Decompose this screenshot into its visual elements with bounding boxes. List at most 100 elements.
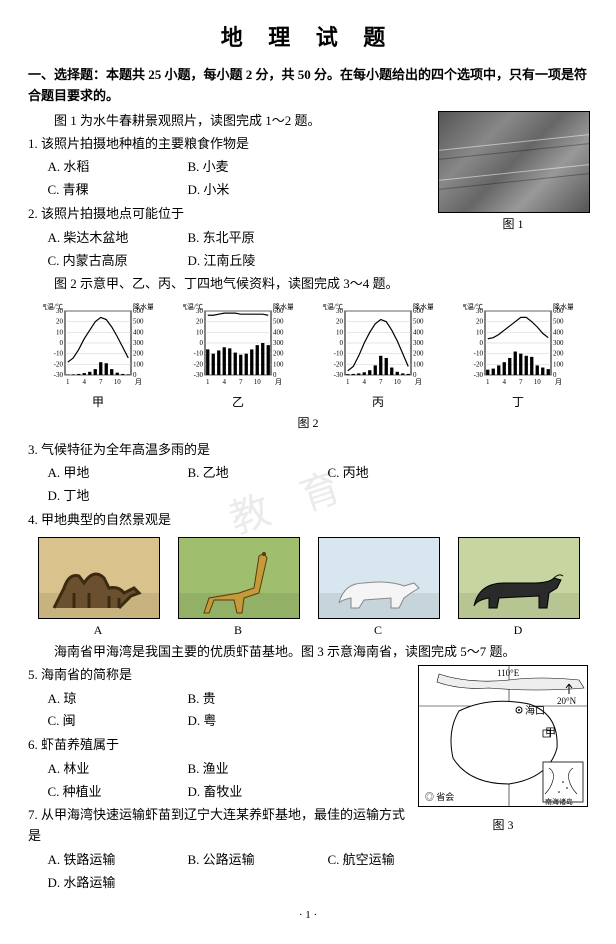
svg-text:10: 10 (114, 378, 122, 386)
climate-label: 乙 (179, 393, 297, 412)
climate-label: 丁 (459, 393, 577, 412)
figure-3-map: 20°N110°E海口甲◎ 省会南海诸岛 (418, 665, 588, 807)
q4-image-label: D (458, 621, 578, 640)
svg-text:100: 100 (133, 360, 144, 368)
figure-1-image (438, 111, 590, 213)
svg-text:-20: -20 (474, 360, 484, 368)
q1-options: A. 水稻 B. 小麦 C. 青稞 D. 小米 (48, 156, 431, 202)
svg-text:4: 4 (83, 378, 87, 386)
svg-text:-10: -10 (194, 350, 204, 358)
svg-text:-10: -10 (334, 350, 344, 358)
svg-text:4: 4 (503, 378, 507, 386)
svg-text:100: 100 (413, 360, 424, 368)
svg-text:10: 10 (254, 378, 262, 386)
q7-options: A. 铁路运输 B. 公路运输 C. 航空运输 D. 水路运输 (48, 849, 589, 895)
svg-text:降水量/mm: 降水量/mm (133, 302, 153, 311)
svg-text:月: 月 (135, 378, 142, 386)
q4-image-a: A (38, 537, 158, 640)
q4-text: 4. 甲地典型的自然景观是 (28, 510, 588, 531)
svg-text:1: 1 (486, 378, 490, 386)
page-number: · 1 · (28, 907, 588, 925)
svg-text:降水量/mm: 降水量/mm (413, 302, 433, 311)
svg-text:1: 1 (66, 378, 70, 386)
climate-chart-乙: -30-20-100102030010020030040050060014710… (179, 301, 297, 412)
q1-opt-c: C. 青稞 (48, 180, 188, 201)
climate-chart-丙: -30-20-100102030010020030040050060014710… (319, 301, 437, 412)
svg-text:200: 200 (133, 350, 144, 358)
q4-image-b: B (178, 537, 298, 640)
q7-opt-c: C. 航空运输 (328, 850, 468, 871)
q2-options: A. 柴达木盆地 B. 东北平原 C. 内蒙古高原 D. 江南丘陵 (48, 227, 431, 273)
q4-image-label: A (38, 621, 158, 640)
q5-opt-c: C. 闽 (48, 711, 188, 732)
svg-text:100: 100 (553, 360, 564, 368)
climate-label: 丙 (319, 393, 437, 412)
q5-options: A. 琼 B. 贵 C. 闽 D. 粤 (48, 688, 411, 734)
svg-text:200: 200 (553, 350, 564, 358)
q4-image-c: C (318, 537, 438, 640)
svg-text:300: 300 (413, 339, 424, 347)
section-heading: 一、选择题：本题共 25 小题，每小题 2 分，共 50 分。在每小题给出的四个… (28, 65, 588, 107)
svg-text:20: 20 (56, 318, 64, 326)
figure-2-caption: 图 2 (28, 414, 588, 433)
svg-text:海口: 海口 (525, 704, 545, 717)
page-title: 地 理 试 题 (28, 20, 588, 55)
svg-text:◎ 省会: ◎ 省会 (425, 791, 454, 802)
svg-text:-10: -10 (54, 350, 64, 358)
svg-text:气温/℃: 气温/℃ (323, 302, 343, 311)
svg-text:气温/℃: 气温/℃ (183, 302, 203, 311)
q5-opt-d: D. 粤 (188, 711, 328, 732)
svg-text:10: 10 (336, 328, 344, 336)
figure-1-caption: 图 1 (438, 215, 588, 234)
svg-text:500: 500 (273, 318, 284, 326)
svg-text:0: 0 (480, 339, 484, 347)
svg-text:南海诸岛: 南海诸岛 (545, 797, 573, 806)
figure-2-charts: -30-20-100102030010020030040050060014710… (28, 301, 588, 412)
q3-opt-a: A. 甲地 (48, 463, 188, 484)
svg-text:月: 月 (415, 378, 422, 386)
q6-opt-c: C. 种植业 (48, 782, 188, 803)
svg-text:7: 7 (379, 378, 383, 386)
svg-text:降水量/mm: 降水量/mm (273, 302, 293, 311)
svg-text:10: 10 (534, 378, 542, 386)
q7-opt-d: D. 水路运输 (48, 873, 188, 894)
q6-options: A. 林业 B. 渔业 C. 种植业 D. 畜牧业 (48, 758, 411, 804)
svg-text:0: 0 (60, 339, 64, 347)
svg-text:0: 0 (200, 339, 204, 347)
intro-2: 图 2 示意甲、乙、丙、丁四地气候资料，读图完成 3～4 题。 (28, 274, 588, 295)
svg-text:300: 300 (133, 339, 144, 347)
svg-text:-10: -10 (474, 350, 484, 358)
q4-image-label: B (178, 621, 298, 640)
svg-text:10: 10 (196, 328, 204, 336)
svg-text:7: 7 (519, 378, 523, 386)
climate-chart-丁: -30-20-100102030010020030040050060014710… (459, 301, 577, 412)
svg-text:20: 20 (476, 318, 484, 326)
svg-text:300: 300 (273, 339, 284, 347)
figure-3-caption: 图 3 (418, 816, 588, 835)
svg-text:500: 500 (413, 318, 424, 326)
q6-opt-d: D. 畜牧业 (188, 782, 328, 803)
svg-text:气温/℃: 气温/℃ (43, 302, 63, 311)
q2-opt-a: A. 柴达木盆地 (48, 228, 188, 249)
svg-text:降水量/mm: 降水量/mm (553, 302, 573, 311)
svg-text:月: 月 (555, 378, 562, 386)
q1-opt-a: A. 水稻 (48, 157, 188, 178)
svg-text:400: 400 (273, 328, 284, 336)
q6-opt-a: A. 林业 (48, 759, 188, 780)
svg-text:20: 20 (196, 318, 204, 326)
q4-image-label: C (318, 621, 438, 640)
q3-opt-b: B. 乙地 (188, 463, 328, 484)
figure-3: 20°N110°E海口甲◎ 省会南海诸岛 图 3 (418, 665, 588, 835)
q4-image-d: D (458, 537, 578, 640)
q5-opt-b: B. 贵 (188, 689, 328, 710)
svg-text:月: 月 (275, 378, 282, 386)
figure-1: 图 1 (438, 111, 588, 234)
svg-text:-20: -20 (334, 360, 344, 368)
svg-text:-20: -20 (54, 360, 64, 368)
svg-text:500: 500 (133, 318, 144, 326)
svg-text:-30: -30 (474, 371, 484, 379)
svg-text:-30: -30 (334, 371, 344, 379)
svg-text:400: 400 (413, 328, 424, 336)
q3-text: 3. 气候特征为全年高温多雨的是 (28, 440, 588, 461)
q4-images: A B C D (28, 537, 588, 640)
